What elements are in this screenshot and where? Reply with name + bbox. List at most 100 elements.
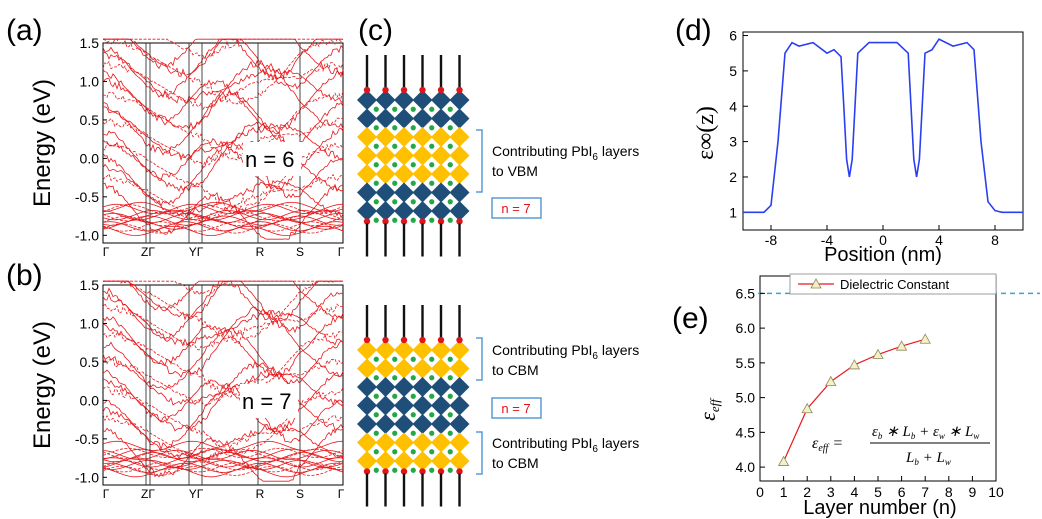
octahedron <box>394 414 414 434</box>
cation-atom <box>373 356 379 362</box>
octahedron <box>412 145 433 166</box>
cation-atom <box>373 467 379 473</box>
iodine-atom <box>437 468 445 475</box>
y-tick-label: 5 <box>729 63 737 79</box>
band-line <box>102 312 344 377</box>
band-line <box>102 465 344 476</box>
cation-atom <box>392 467 398 473</box>
k-point-label: R <box>256 487 265 501</box>
octahedron <box>412 340 433 360</box>
octahedron <box>449 145 470 166</box>
octahedron <box>449 451 470 471</box>
x-axis-label-e: Layer number (n) <box>803 497 956 519</box>
annotation-bg-b <box>240 384 298 418</box>
panel-label-d: (d) <box>675 14 712 47</box>
x-tick-label: 4 <box>851 484 859 500</box>
cation-atom <box>392 375 398 381</box>
x-tick-label: 0 <box>879 232 887 248</box>
octahedron <box>431 377 451 397</box>
band-line <box>102 52 344 104</box>
band-line <box>103 280 343 326</box>
x-tick-label: 8 <box>991 232 999 248</box>
iodine-atom <box>382 468 389 475</box>
n-box-bottom <box>491 397 542 419</box>
bracket-cbm-upper <box>476 337 483 381</box>
cation-atom <box>447 143 453 149</box>
x-tick-label: 6 <box>898 484 906 500</box>
octahedron <box>375 127 396 147</box>
iodine-atom <box>382 218 389 225</box>
iodine-atom <box>419 468 426 475</box>
octahedron <box>375 201 396 221</box>
cation-atom <box>410 180 416 186</box>
cation-atom <box>373 375 379 381</box>
cation-atom <box>410 467 416 473</box>
bracket-vbm <box>476 129 483 193</box>
cation-atom <box>410 412 416 418</box>
cation-atom <box>447 162 453 168</box>
formula-lhs: εeff = <box>812 435 843 454</box>
cation-atom <box>373 143 379 149</box>
iodine-atom <box>456 336 463 344</box>
octahedron <box>375 395 396 416</box>
band-structure-b: 1.5 1.0 0.5 0.0 -0.5 -1.0 Γ ZΓ YΓ R S Γ Energy (eV… <box>29 277 345 501</box>
band-line <box>102 141 344 212</box>
cation-atom <box>447 106 453 112</box>
x-tick-label: 2 <box>803 484 811 500</box>
y-axis-label-d: ε∞(z) <box>693 106 719 160</box>
iodine-atom <box>400 86 408 94</box>
cation-atom <box>373 199 379 205</box>
cation-atom <box>429 162 435 168</box>
cation-atom <box>429 449 435 455</box>
cation-atom <box>447 356 453 362</box>
x-tick-label: -4 <box>821 232 834 248</box>
cation-atom <box>373 449 379 455</box>
octahedron <box>449 414 470 434</box>
x-tick-label: 3 <box>827 484 835 500</box>
iodine-atom <box>419 218 426 225</box>
cation-atom <box>447 393 453 399</box>
band-line <box>102 353 344 408</box>
band-line <box>102 204 344 215</box>
octahedron <box>357 90 377 110</box>
perovskite-schematic: Contributing PbI6 layers to VBM n = 7 Co… <box>357 55 639 507</box>
vbm-label-line1: Contributing PbI6 layers <box>492 143 639 163</box>
effective-dielectric: 0 1 2 3 4 5 6 7 8 9 10 4.0 4.5 5.0 5.5 6.0 6.5 Dielectri… <box>695 273 1040 519</box>
x-tick-label: 1 <box>780 484 788 500</box>
octahedron <box>357 108 377 129</box>
iodine-atom <box>437 86 445 94</box>
octahedron <box>357 145 377 166</box>
k-point-label: Γ <box>103 245 110 259</box>
octahedron <box>375 182 396 203</box>
cation-atom <box>373 125 379 131</box>
octahedron <box>431 358 451 379</box>
octahedron <box>412 201 433 221</box>
k-point-label: YΓ <box>189 245 204 259</box>
y-ticks-b: 1.5 1.0 0.5 0.0 -0.5 -1.0 <box>75 277 107 485</box>
y-tick-label: 4.5 <box>736 424 756 440</box>
octahedron <box>357 182 377 203</box>
octahedron <box>431 201 451 221</box>
cation-atom <box>373 430 379 436</box>
vbm-label-line2: to VBM <box>492 163 538 179</box>
x-tick-label: 8 <box>945 484 953 500</box>
y-tick-label: 1.0 <box>80 315 100 331</box>
cation-atom <box>447 217 453 223</box>
epsilon-profile-line <box>743 38 1023 214</box>
cation-atom <box>429 125 435 131</box>
octahedron <box>431 108 451 129</box>
octahedron <box>412 108 433 129</box>
band-line <box>102 452 343 463</box>
octahedron <box>357 358 377 379</box>
octahedron <box>412 182 433 203</box>
k-point-label: R <box>256 245 265 259</box>
band-line <box>102 440 343 451</box>
cation-atom <box>373 412 379 418</box>
octahedron <box>375 451 396 471</box>
octahedron <box>449 358 470 379</box>
octahedron <box>449 90 470 110</box>
octahedron <box>412 451 433 471</box>
k-point-label: Γ <box>338 245 345 259</box>
dielectric-series <box>777 333 931 466</box>
